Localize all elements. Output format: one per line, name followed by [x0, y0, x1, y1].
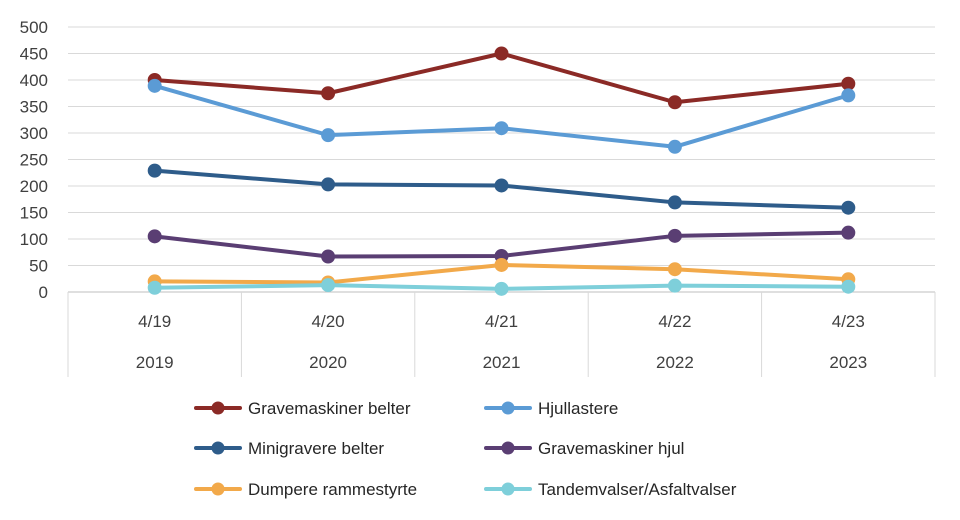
legend: Gravemaskiner belter Hjullastere Minigrave…	[194, 399, 737, 499]
y-tick-label: 0	[39, 283, 48, 302]
axes: 0 50 100 150 200 250 300 350 400 450 500 4/19 4/20 4/…	[20, 18, 936, 377]
data-point	[147, 163, 162, 178]
data-point	[147, 280, 162, 295]
data-point	[494, 281, 509, 296]
series-lines	[147, 46, 856, 296]
y-tick-label: 450	[20, 45, 48, 64]
legend-marker	[211, 441, 225, 455]
legend-marker	[501, 441, 515, 455]
y-tick-label: 400	[20, 71, 48, 90]
x-group-label: 2021	[483, 353, 521, 372]
data-point	[841, 279, 856, 294]
data-point	[667, 262, 682, 277]
data-point	[321, 177, 336, 192]
legend-marker	[501, 482, 515, 496]
data-point	[494, 178, 509, 193]
y-tick-label: 300	[20, 124, 48, 143]
data-point	[147, 78, 162, 93]
data-point	[841, 225, 856, 240]
y-tick-label: 150	[20, 204, 48, 223]
y-tick-label: 350	[20, 98, 48, 117]
data-point	[494, 46, 509, 61]
data-point	[667, 95, 682, 110]
data-point	[841, 200, 856, 215]
legend-marker	[211, 482, 225, 496]
x-group-label: 2019	[136, 353, 174, 372]
data-point	[321, 128, 336, 143]
legend-marker	[211, 401, 225, 415]
x-tick-label: 4/20	[312, 312, 345, 331]
data-point	[667, 278, 682, 293]
data-point	[147, 229, 162, 244]
series-line	[152, 51, 851, 105]
x-group-label: 2022	[656, 353, 694, 372]
y-tick-label: 50	[29, 257, 48, 276]
data-point	[667, 228, 682, 243]
gridlines	[68, 26, 935, 266]
x-tick-label: 4/22	[658, 312, 691, 331]
legend-marker	[501, 401, 515, 415]
x-tick-label: 4/21	[485, 312, 518, 331]
data-point	[667, 195, 682, 210]
y-tick-label: 100	[20, 230, 48, 249]
data-point	[494, 257, 509, 272]
x-group-label: 2023	[829, 353, 867, 372]
data-point	[841, 88, 856, 103]
data-point	[321, 278, 336, 293]
legend-label: Minigravere belter	[248, 439, 384, 458]
x-tick-label: 4/23	[832, 312, 865, 331]
data-point	[667, 139, 682, 154]
legend-label: Hjullastere	[538, 399, 618, 418]
y-tick-label: 200	[20, 177, 48, 196]
legend-label: Gravemaskiner hjul	[538, 439, 684, 458]
legend-label: Dumpere rammestyrte	[248, 480, 417, 499]
x-tick-label: 4/19	[138, 312, 171, 331]
data-point	[841, 76, 856, 91]
y-tick-label: 250	[20, 151, 48, 170]
data-point	[494, 121, 509, 136]
data-point	[321, 249, 336, 264]
x-group-label: 2020	[309, 353, 347, 372]
data-point	[321, 86, 336, 101]
legend-label: Tandemvalser/Asfaltvalser	[538, 480, 737, 499]
y-tick-label: 500	[20, 18, 48, 37]
legend-label: Gravemaskiner belter	[248, 399, 411, 418]
